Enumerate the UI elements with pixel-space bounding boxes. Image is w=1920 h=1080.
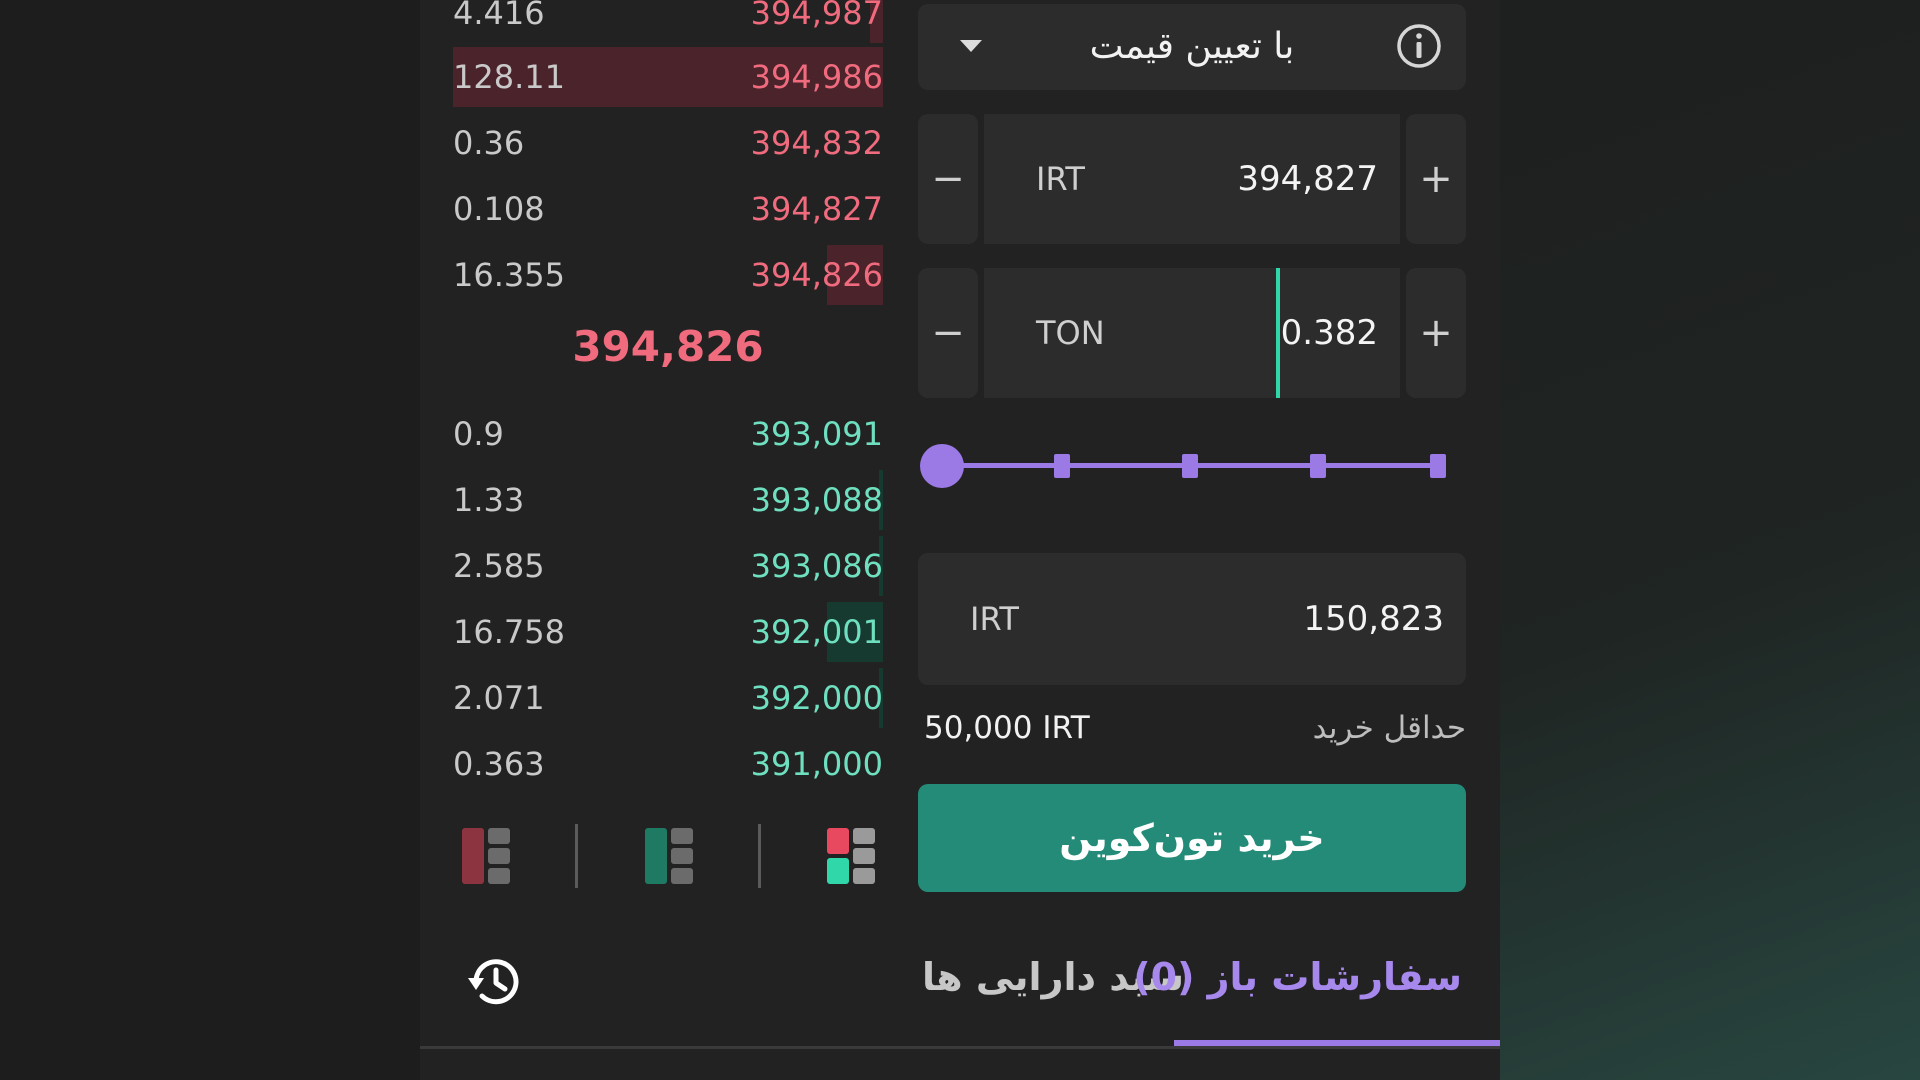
ask-amount: 0.108 bbox=[453, 190, 545, 228]
tab-open-orders[interactable]: سفارشات باز (0) bbox=[1133, 955, 1462, 999]
ask-row[interactable]: 0.36 394,832 bbox=[453, 113, 883, 173]
active-tab-indicator bbox=[1174, 1040, 1500, 1046]
ask-amount: 128.11 bbox=[453, 58, 565, 96]
bid-row[interactable]: 0.363 391,000 bbox=[453, 734, 883, 794]
trading-screen: 4.416 394,987 128.11 394,986 0.36 394,83… bbox=[420, 0, 1500, 1080]
bids-only-icon[interactable] bbox=[645, 828, 695, 884]
bid-amount: 1.33 bbox=[453, 481, 525, 519]
info-icon[interactable] bbox=[1396, 23, 1442, 69]
bid-row[interactable]: 0.9 393,091 bbox=[453, 404, 883, 464]
minimum-buy-info: 50,000 IRT حداقل خرید bbox=[924, 710, 1466, 754]
bid-price: 392,000 bbox=[750, 679, 883, 717]
buy-button[interactable]: خرید تون‌کوین bbox=[918, 784, 1466, 892]
amount-value: 0.382 bbox=[1275, 268, 1378, 398]
bid-price: 393,088 bbox=[750, 481, 883, 519]
total-unit: IRT bbox=[970, 600, 1019, 638]
history-icon[interactable] bbox=[464, 950, 528, 1014]
ask-price: 394,827 bbox=[750, 190, 883, 228]
ask-price: 394,986 bbox=[750, 58, 883, 96]
ask-depth-bar bbox=[453, 47, 883, 107]
last-trade-price: 394,826 bbox=[572, 322, 764, 371]
view-separator bbox=[575, 824, 578, 888]
minimum-buy-value: 50,000 IRT bbox=[924, 710, 1090, 746]
ask-depth-bar bbox=[870, 0, 883, 43]
price-stepper: − IRT 394,827 + bbox=[918, 114, 1466, 244]
ask-depth-bar bbox=[827, 245, 883, 305]
bid-price: 393,091 bbox=[750, 415, 883, 453]
bid-row[interactable]: 2.071 392,000 bbox=[453, 668, 883, 728]
ask-amount: 16.355 bbox=[453, 256, 565, 294]
bid-price: 393,086 bbox=[750, 547, 883, 585]
bid-depth-bar bbox=[878, 668, 883, 728]
ask-price: 394,826 bbox=[750, 256, 883, 294]
slider-tick-100[interactable] bbox=[1430, 454, 1446, 478]
ask-row[interactable]: 0.108 394,827 bbox=[453, 179, 883, 239]
amount-increment-button[interactable]: + bbox=[1406, 268, 1466, 398]
price-increment-button[interactable]: + bbox=[1406, 114, 1466, 244]
slider-tick-25[interactable] bbox=[1054, 454, 1070, 478]
left-backdrop bbox=[0, 0, 420, 1080]
bid-depth-bar bbox=[827, 602, 883, 662]
ask-amount: 0.36 bbox=[453, 124, 525, 162]
price-unit: IRT bbox=[1036, 160, 1085, 198]
bid-amount: 2.585 bbox=[453, 547, 545, 585]
bid-amount: 0.9 bbox=[453, 415, 504, 453]
bid-row[interactable]: 1.33 393,088 bbox=[453, 470, 883, 530]
price-input[interactable]: IRT 394,827 bbox=[984, 114, 1400, 244]
tab-assets[interactable]: سبد دارایی ها bbox=[922, 955, 1185, 999]
bid-amount: 0.363 bbox=[453, 745, 545, 783]
order-type-label: با تعیین قیمت bbox=[1089, 26, 1295, 67]
slider-handle[interactable] bbox=[920, 444, 964, 488]
asks-only-icon[interactable] bbox=[462, 828, 512, 884]
ask-price: 394,987 bbox=[750, 0, 883, 32]
order-type-dropdown[interactable]: با تعیین قیمت bbox=[918, 4, 1466, 90]
ask-amount: 4.416 bbox=[453, 0, 545, 32]
ask-price: 394,832 bbox=[750, 124, 883, 162]
caret-down-icon bbox=[960, 40, 982, 52]
bid-depth-bar bbox=[878, 536, 883, 596]
amount-percent-slider[interactable] bbox=[918, 440, 1466, 490]
view-separator bbox=[758, 824, 761, 888]
amount-decrement-button[interactable]: − bbox=[918, 268, 978, 398]
ask-row[interactable]: 128.11 394,986 bbox=[453, 47, 883, 107]
price-decrement-button[interactable]: − bbox=[918, 114, 978, 244]
bid-price: 391,000 bbox=[750, 745, 883, 783]
total-value: 150,823 bbox=[1303, 599, 1444, 639]
price-value: 394,827 bbox=[1237, 159, 1378, 199]
amount-stepper: − TON 0.382 + bbox=[918, 268, 1466, 398]
tabs-divider bbox=[420, 1046, 1500, 1049]
bid-depth-bar bbox=[878, 470, 883, 530]
right-backdrop bbox=[1500, 0, 1920, 1080]
bid-amount: 16.758 bbox=[453, 613, 565, 651]
slider-tick-50[interactable] bbox=[1182, 454, 1198, 478]
order-book-view-switcher bbox=[453, 820, 883, 890]
bid-price: 392,001 bbox=[750, 613, 883, 651]
ask-row[interactable]: 4.416 394,987 bbox=[453, 0, 883, 43]
amount-unit: TON bbox=[1036, 314, 1105, 352]
amount-input[interactable]: TON 0.382 bbox=[984, 268, 1400, 398]
ask-row[interactable]: 16.355 394,826 bbox=[453, 245, 883, 305]
total-field[interactable]: IRT 150,823 bbox=[918, 553, 1466, 685]
both-sides-icon[interactable] bbox=[827, 828, 877, 884]
minimum-buy-label: حداقل خرید bbox=[1312, 710, 1466, 746]
bid-row[interactable]: 2.585 393,086 bbox=[453, 536, 883, 596]
bid-amount: 2.071 bbox=[453, 679, 545, 717]
bid-row[interactable]: 16.758 392,001 bbox=[453, 602, 883, 662]
slider-tick-75[interactable] bbox=[1310, 454, 1326, 478]
